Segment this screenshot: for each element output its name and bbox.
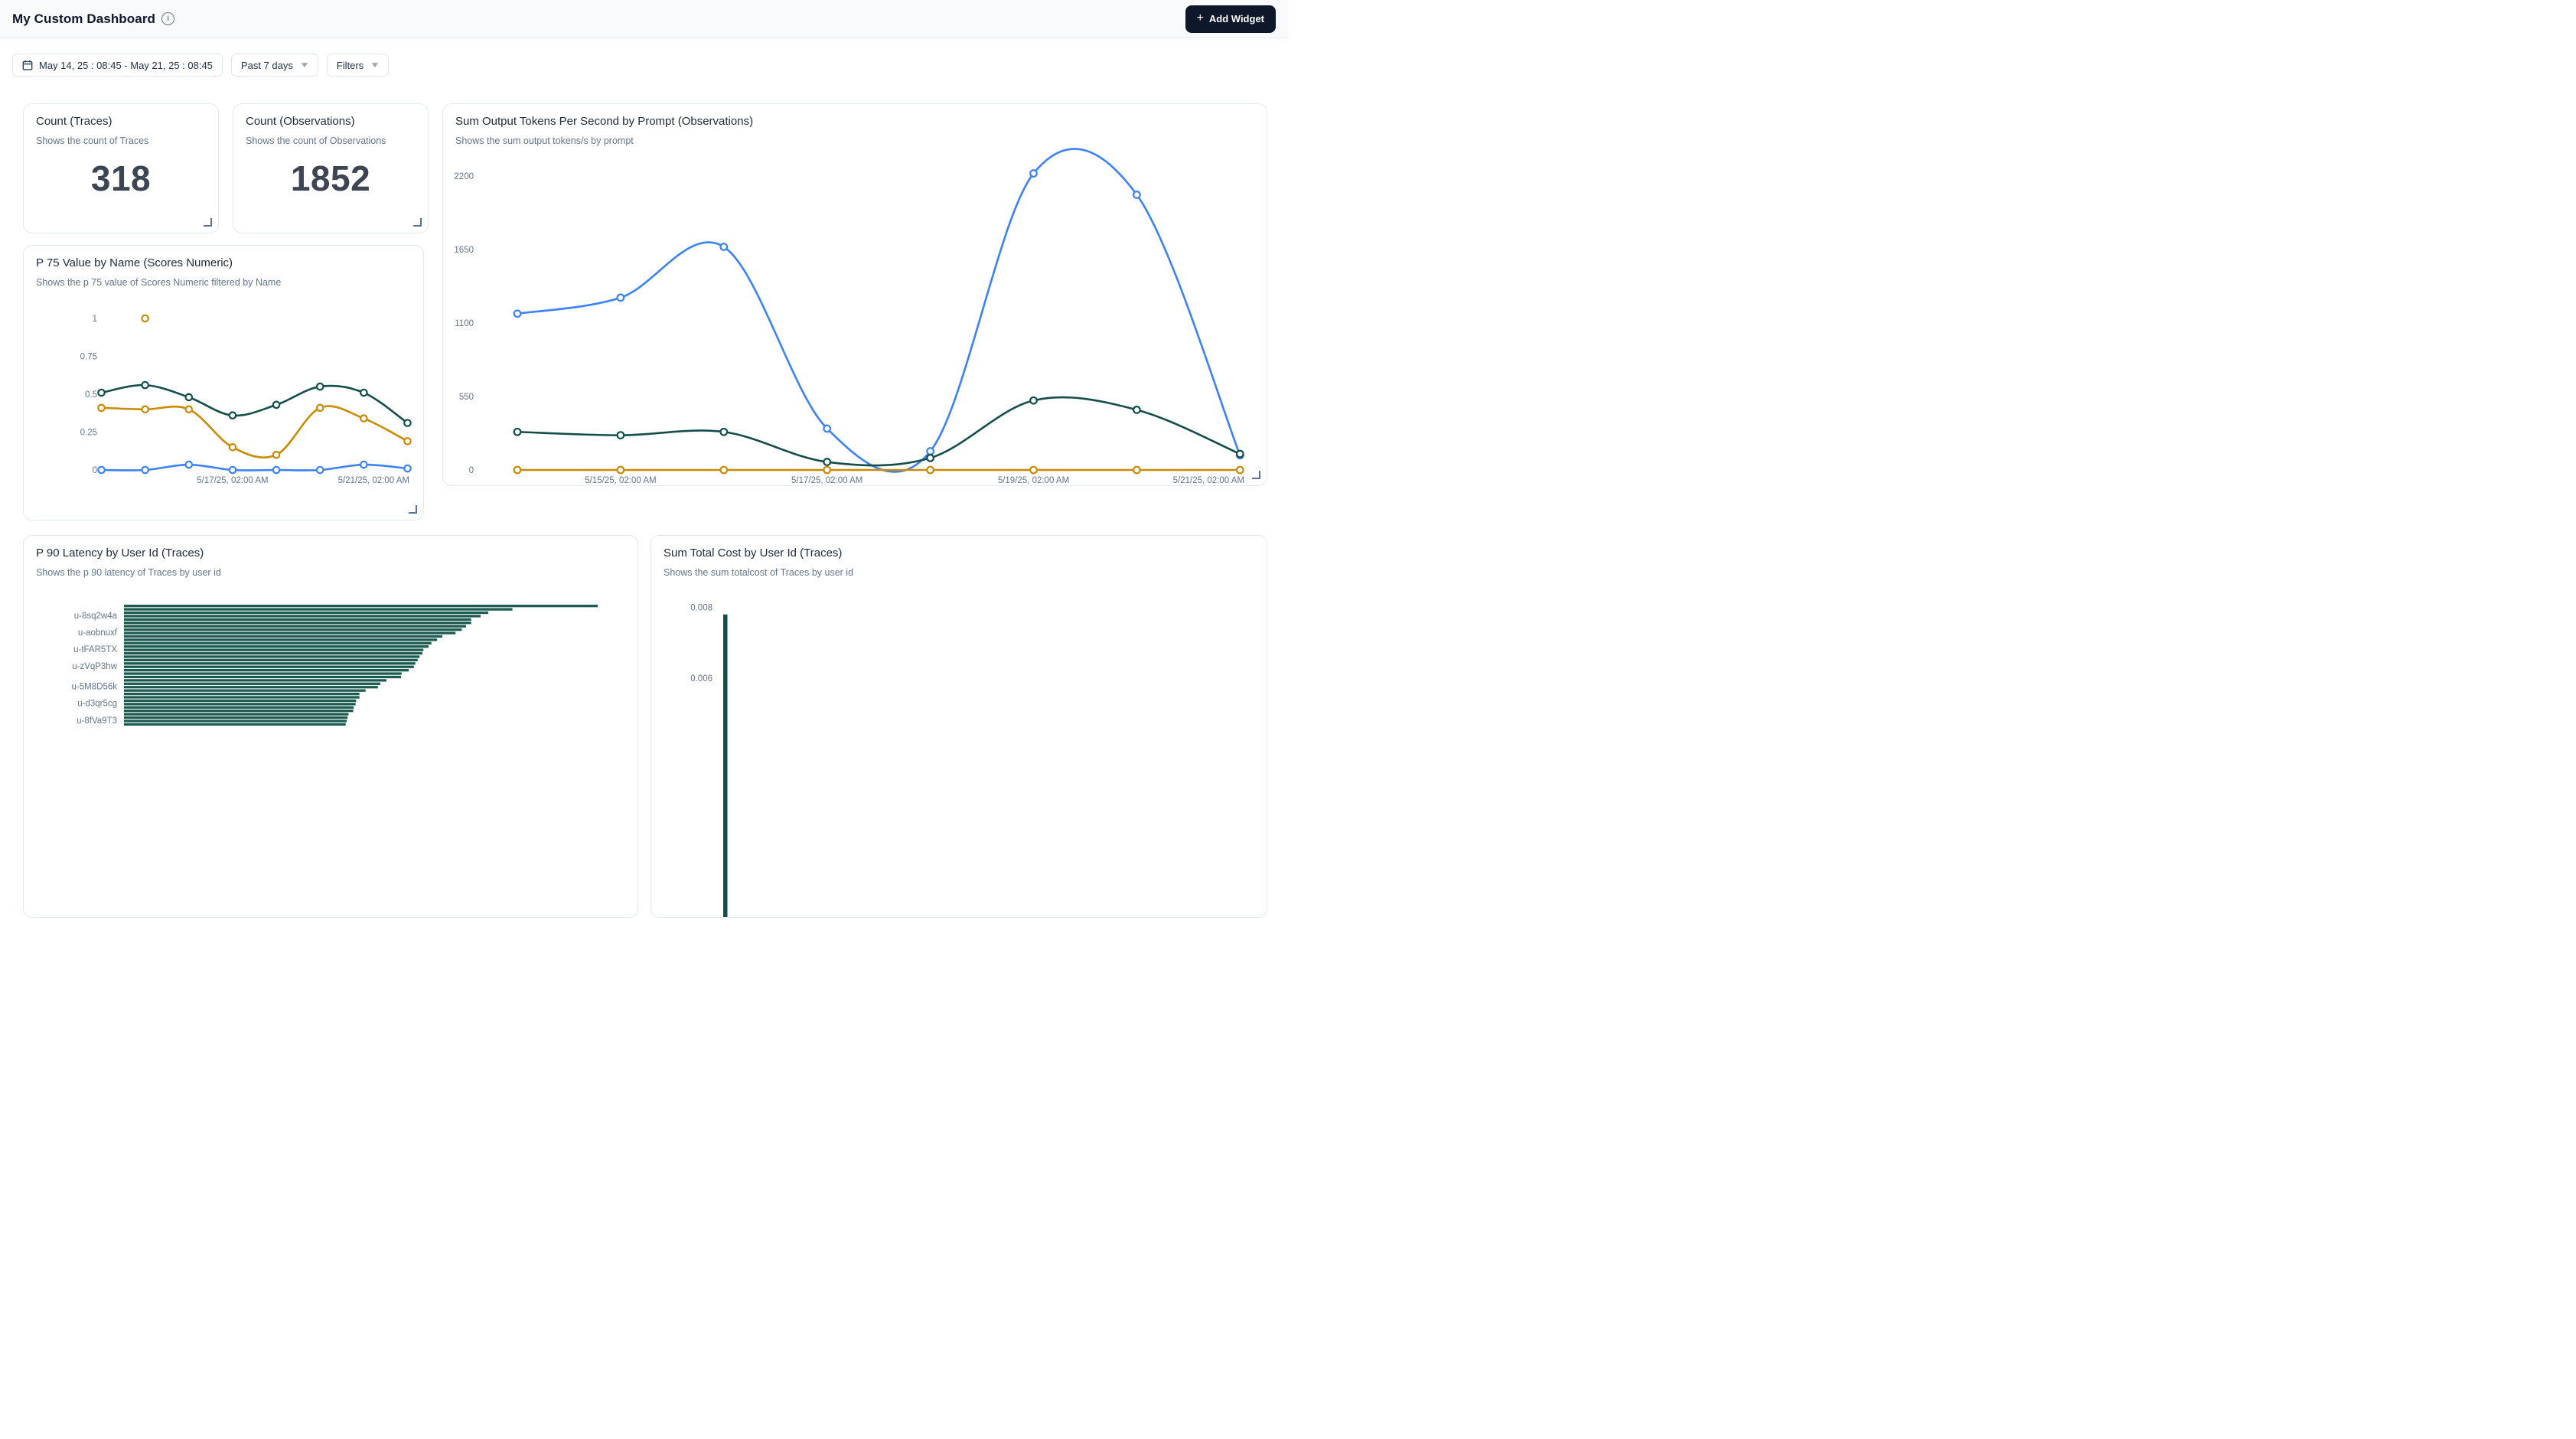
- svg-text:u-8sq2w4a: u-8sq2w4a: [74, 612, 118, 621]
- resize-handle-icon[interactable]: [204, 218, 212, 227]
- widget-title: P 75 Value by Name (Scores Numeric): [36, 256, 233, 269]
- widget-output-tokens-chart: 0 550 1100 1650 2200 5/15/25, 02:00 AM 5/17/25…: [442, 103, 1267, 486]
- dashboard-page: { "header": { "title": "My Custom Dashbo…: [0, 0, 1288, 720]
- svg-text:0: 0: [469, 466, 474, 475]
- chevron-down-icon: ▼: [299, 61, 310, 70]
- svg-text:0: 0: [93, 466, 97, 475]
- svg-text:0.006: 0.006: [690, 674, 712, 684]
- widget-p75-scores-chart: 0 0.25 0.5 0.75 1 5/17/25, 02:00 AM 5/21/25, 0…: [23, 245, 424, 520]
- svg-text:u-d3qr5cg: u-d3qr5cg: [77, 700, 117, 709]
- widget-subtitle: Shows the count of Traces: [36, 135, 148, 146]
- svg-text:0.75: 0.75: [80, 353, 97, 362]
- chevron-down-icon: ▼: [370, 61, 380, 70]
- calendar-icon: [22, 60, 33, 70]
- svg-text:1: 1: [93, 315, 97, 324]
- widget-title: Count (Observations): [246, 115, 355, 128]
- p90-latency-bar-chart[interactable]: u-8sq2w4a u-aobnuxf u-tFAR5TX u-zVqP3hw u-5M…: [24, 536, 638, 918]
- add-widget-button[interactable]: + Add Widget: [1185, 5, 1276, 33]
- info-icon[interactable]: i: [161, 12, 174, 25]
- widget-count-observations: Count (Observations) Shows the count of …: [233, 103, 429, 233]
- date-range-label: May 14, 25 : 08:45 - May 21, 25 : 08:45: [39, 60, 213, 71]
- svg-text:1650: 1650: [454, 246, 474, 255]
- add-widget-label: Add Widget: [1209, 13, 1264, 24]
- svg-text:u-aobnuxf: u-aobnuxf: [78, 628, 118, 638]
- widget-title: Sum Total Cost by User Id (Traces): [664, 547, 842, 560]
- date-range-button[interactable]: May 14, 25 : 08:45 - May 21, 25 : 08:45: [12, 54, 223, 77]
- svg-text:1100: 1100: [455, 319, 474, 328]
- range-preset-button[interactable]: Past 7 days ▼: [231, 54, 318, 77]
- range-preset-label: Past 7 days: [241, 60, 293, 71]
- filters-button[interactable]: Filters ▼: [327, 54, 389, 77]
- resize-handle-icon[interactable]: [1252, 471, 1260, 479]
- svg-text:u-5M8D56k: u-5M8D56k: [72, 683, 118, 692]
- widget-p90-latency-chart: u-8sq2w4a u-aobnuxf u-tFAR5TX u-zVqP3hw u-5M…: [23, 535, 638, 918]
- svg-text:u-tFAR5TX: u-tFAR5TX: [73, 645, 117, 654]
- widget-subtitle: Shows the sum output tokens/s by prompt: [455, 135, 634, 146]
- svg-text:5/21/25, 02:00 AM: 5/21/25, 02:00 AM: [338, 476, 409, 485]
- resize-handle-icon[interactable]: [413, 218, 422, 227]
- filter-toolbar: May 14, 25 : 08:45 - May 21, 25 : 08:45 …: [12, 54, 389, 77]
- svg-text:5/15/25, 02:00 AM: 5/15/25, 02:00 AM: [585, 476, 656, 485]
- widget-subtitle: Shows the p 90 latency of Traces by user…: [36, 567, 221, 578]
- svg-text:5/17/25, 02:00 AM: 5/17/25, 02:00 AM: [197, 476, 268, 485]
- svg-text:0.008: 0.008: [690, 604, 712, 613]
- widget-subtitle: Shows the p 75 value of Scores Numeric f…: [36, 277, 281, 288]
- widget-title: Sum Output Tokens Per Second by Prompt (…: [455, 115, 753, 128]
- widget-total-cost-chart: 0.008 0.006 Sum Total Cost by User Id (Tr…: [651, 535, 1267, 918]
- page-title: My Custom Dashboard: [12, 11, 155, 27]
- svg-text:0.25: 0.25: [80, 429, 97, 438]
- count-value: 1852: [233, 158, 428, 199]
- svg-text:5/17/25, 02:00 AM: 5/17/25, 02:00 AM: [791, 476, 862, 485]
- widget-title: P 90 Latency by User Id (Traces): [36, 547, 204, 560]
- svg-text:550: 550: [459, 393, 474, 402]
- plus-icon: +: [1197, 12, 1204, 24]
- svg-text:u-zVqP3hw: u-zVqP3hw: [72, 662, 118, 671]
- svg-text:0.5: 0.5: [85, 390, 97, 400]
- svg-text:u-8fVa9T3: u-8fVa9T3: [77, 716, 117, 726]
- total-cost-bar-chart[interactable]: 0.008 0.006: [651, 536, 1267, 918]
- widget-subtitle: Shows the count of Observations: [246, 135, 386, 146]
- filters-label: Filters: [337, 60, 364, 71]
- svg-text:2200: 2200: [454, 172, 474, 181]
- count-value: 318: [24, 158, 218, 199]
- svg-text:5/21/25, 02:00 AM: 5/21/25, 02:00 AM: [1173, 476, 1244, 485]
- widget-title: Count (Traces): [36, 115, 112, 128]
- svg-text:5/19/25, 02:00 AM: 5/19/25, 02:00 AM: [998, 476, 1069, 485]
- widget-count-traces: Count (Traces) Shows the count of Traces…: [23, 103, 219, 233]
- output-tokens-line-chart[interactable]: 0 550 1100 1650 2200 5/15/25, 02:00 AM 5/17/25…: [443, 104, 1267, 486]
- app-header: My Custom Dashboard i + Add Widget: [0, 0, 1288, 38]
- widget-subtitle: Shows the sum totalcost of Traces by use…: [664, 567, 853, 578]
- resize-handle-icon[interactable]: [409, 505, 417, 514]
